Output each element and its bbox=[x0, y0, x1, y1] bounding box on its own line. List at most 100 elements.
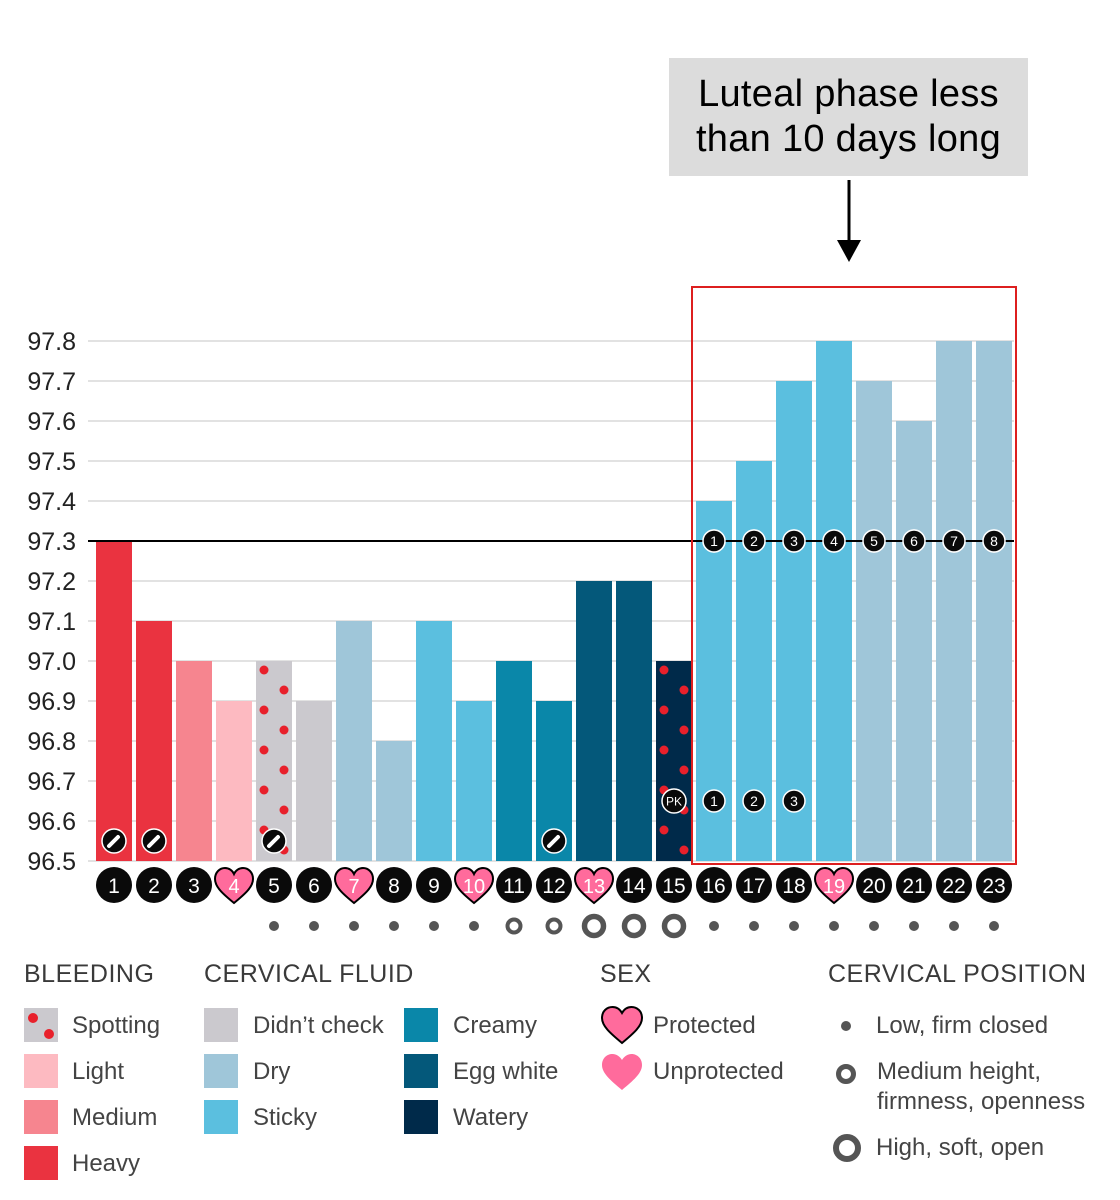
luteal-day-badge: 8 bbox=[982, 529, 1006, 553]
position-medium-ring bbox=[505, 917, 523, 935]
position-low-dot bbox=[789, 921, 799, 931]
luteal-day-badge-circle bbox=[942, 529, 966, 553]
day-label-9: 9 bbox=[428, 875, 440, 898]
heart-icon bbox=[213, 866, 255, 905]
legend-position-title: CERVICAL POSITION bbox=[828, 960, 1087, 988]
position-low-dot bbox=[709, 921, 719, 931]
day-circle-17 bbox=[736, 867, 772, 903]
legend-didnt-check: Didn’t check bbox=[253, 1012, 384, 1039]
day-label-8: 8 bbox=[388, 875, 400, 898]
day-label-17: 17 bbox=[742, 875, 765, 898]
position-low-dot bbox=[429, 921, 439, 931]
legend-heavy: Heavy bbox=[72, 1150, 141, 1177]
luteal-day-badge-circle bbox=[702, 529, 726, 553]
luteal-day-badge: 2 bbox=[742, 529, 766, 553]
y-tick-label: 97.3 bbox=[27, 528, 76, 556]
peak-marker-text: PK bbox=[666, 794, 682, 808]
count-badge-text: 2 bbox=[750, 793, 758, 809]
x-axis: 1 2 3 4 5 6 7 8 9 10 11 12 13 14 15 16 17 18 19 20 21 22 23 bbox=[96, 866, 1012, 905]
legend-medium: Medium bbox=[72, 1104, 158, 1131]
luteal-day-badge-text: 6 bbox=[910, 533, 918, 549]
luteal-day-badge-circle bbox=[782, 529, 806, 553]
day-label-1: 1 bbox=[108, 875, 120, 898]
day-circle-16 bbox=[696, 867, 732, 903]
day-label-7: 7 bbox=[348, 876, 359, 898]
day-label-6: 6 bbox=[308, 875, 320, 898]
legend-creamy: Creamy bbox=[453, 1012, 538, 1039]
day-circle-9 bbox=[416, 867, 452, 903]
pencil-icon-stroke bbox=[547, 835, 560, 848]
legend-position-high: High, soft, open bbox=[876, 1134, 1045, 1161]
luteal-highlight-box bbox=[691, 286, 1017, 865]
luteal-day-badge-circle bbox=[822, 529, 846, 553]
position-medium-ring bbox=[545, 917, 563, 935]
spotting-dots-icon bbox=[28, 1013, 54, 1039]
bar-day-22 bbox=[936, 341, 972, 861]
position-low-dot bbox=[469, 921, 479, 931]
callout-line-1: Luteal phase less bbox=[698, 73, 999, 115]
day-circle-14 bbox=[616, 867, 652, 903]
day-circle-3 bbox=[176, 867, 212, 903]
position-low-dot bbox=[989, 921, 999, 931]
luteal-day-badge-text: 5 bbox=[870, 533, 878, 549]
position-low-icon bbox=[841, 1021, 851, 1031]
y-tick-label: 97.6 bbox=[27, 408, 76, 436]
position-low-dot bbox=[749, 921, 759, 931]
bar-day-3 bbox=[176, 661, 212, 861]
y-tick-label: 96.8 bbox=[27, 728, 76, 756]
day-label-16: 16 bbox=[702, 875, 725, 898]
luteal-day-badge: 1 bbox=[702, 529, 726, 553]
luteal-day-badge-text: 4 bbox=[830, 533, 838, 549]
y-tick-label: 97.8 bbox=[27, 328, 76, 356]
bar-day-2 bbox=[136, 621, 172, 861]
legend-fluid-title: CERVICAL FLUID bbox=[204, 960, 414, 988]
callout-text: Luteal phase less than 10 days long bbox=[669, 72, 1028, 162]
legend-bleeding-title: BLEEDING bbox=[24, 960, 155, 988]
day-circle-5 bbox=[256, 867, 292, 903]
day-circle-22 bbox=[936, 867, 972, 903]
position-low-dot bbox=[949, 921, 959, 931]
y-axis: 96.5 96.6 96.7 96.8 96.9 97.0 97.1 97.2 97.3 97.4… bbox=[27, 328, 76, 876]
bar-day-6 bbox=[296, 701, 332, 861]
legend-egg-white: Egg white bbox=[453, 1058, 559, 1085]
position-medium-icon bbox=[836, 1064, 856, 1084]
position-high-icon bbox=[833, 1134, 861, 1162]
day-label-23: 23 bbox=[982, 875, 1005, 898]
legend-dry: Dry bbox=[253, 1058, 291, 1085]
swatch-medium bbox=[24, 1100, 58, 1134]
legend-watery: Watery bbox=[453, 1104, 529, 1131]
bar-day-15 bbox=[656, 661, 692, 861]
heart-protected-icon bbox=[600, 1006, 644, 1045]
luteal-day-badge: 6 bbox=[902, 529, 926, 553]
day-label-15: 15 bbox=[662, 875, 685, 898]
heart-icon bbox=[813, 866, 855, 905]
pencil-icon-stroke bbox=[147, 835, 160, 848]
day-circle-20 bbox=[856, 867, 892, 903]
position-high-ring bbox=[661, 913, 687, 939]
pencil-icon bbox=[261, 828, 287, 854]
day-label-20: 20 bbox=[862, 875, 885, 898]
pencil-icon-stroke bbox=[267, 835, 280, 848]
legend-unprotected: Unprotected bbox=[653, 1058, 784, 1085]
swatch-spotting bbox=[24, 1008, 58, 1042]
day-label-21: 21 bbox=[902, 875, 925, 898]
luteal-day-badge-circle bbox=[982, 529, 1006, 553]
day-circle-12 bbox=[536, 867, 572, 903]
bar-day-21 bbox=[896, 421, 932, 861]
y-tick-label: 96.9 bbox=[27, 688, 76, 716]
position-low-dot bbox=[869, 921, 879, 931]
callout-arrow-head bbox=[837, 240, 861, 262]
heart-unprotected-icon bbox=[602, 1054, 642, 1090]
day-circle-6 bbox=[296, 867, 332, 903]
heart-icon bbox=[333, 866, 375, 905]
day-label-5: 5 bbox=[268, 875, 280, 898]
count-badge: 3 bbox=[782, 789, 806, 813]
bars bbox=[96, 341, 1012, 861]
luteal-day-badge: 7 bbox=[942, 529, 966, 553]
day-circle-11 bbox=[496, 867, 532, 903]
pencil-icon bbox=[101, 828, 127, 854]
luteal-day-badge-text: 2 bbox=[750, 533, 758, 549]
pencil-icon-stroke bbox=[107, 835, 120, 848]
bar-day-7 bbox=[336, 621, 372, 861]
position-low-dot bbox=[829, 921, 839, 931]
